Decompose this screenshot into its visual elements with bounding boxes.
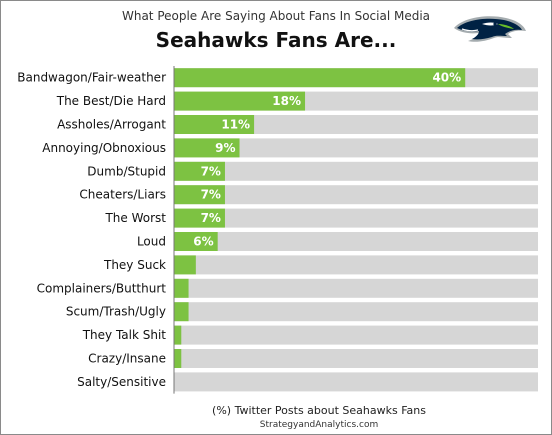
bar-track — [174, 255, 538, 275]
bar-track — [174, 208, 538, 228]
bar — [174, 138, 240, 158]
data-label: 11% — [221, 118, 250, 132]
category-label: Dumb/Stupid — [87, 164, 166, 178]
category-label: Salty/Sensitive — [77, 375, 166, 389]
bar-track — [174, 325, 538, 345]
category-label: They Talk Shit — [82, 328, 167, 342]
bar — [174, 278, 189, 298]
data-label: 9% — [215, 141, 235, 155]
category-label: They Suck — [103, 258, 166, 272]
bar-track — [174, 349, 538, 368]
data-label: 7% — [201, 164, 221, 178]
category-label: Crazy/Insane — [88, 352, 166, 366]
bar — [174, 185, 225, 205]
category-label: Loud — [137, 235, 166, 249]
bar-track — [174, 232, 538, 251]
data-label: 40% — [432, 71, 461, 85]
category-label: The Worst — [104, 211, 166, 225]
category-label: The Best/Die Hard — [56, 94, 166, 108]
x-axis-label: (%) Twitter Posts about Seahawks Fans — [212, 404, 426, 417]
bar — [174, 255, 196, 275]
category-label: Bandwagon/Fair-weather — [17, 71, 166, 85]
chart-title: Seahawks Fans Are... — [155, 28, 397, 52]
data-label: 7% — [201, 188, 221, 202]
bar — [174, 325, 182, 345]
bar — [174, 208, 225, 228]
source-credit: StrategyandAnalytics.com — [259, 420, 379, 430]
data-label: 7% — [201, 211, 221, 225]
data-label: 18% — [272, 94, 301, 108]
bar-track — [174, 372, 538, 392]
bar — [174, 68, 466, 88]
seahawks-logo-icon — [452, 14, 528, 52]
category-label: Annoying/Obnoxious — [42, 141, 166, 155]
bar — [174, 349, 182, 368]
category-label: Assholes/Arrogant — [57, 118, 166, 132]
bar — [174, 161, 225, 181]
category-label: Scum/Trash/Ugly — [66, 305, 166, 319]
category-label: Cheaters/Liars — [79, 188, 166, 202]
bar-track — [174, 302, 538, 322]
bar — [174, 302, 189, 322]
bar-track — [174, 185, 538, 205]
bar — [174, 91, 306, 111]
category-label: Complainers/Butthurt — [37, 281, 167, 295]
chart-subtitle: What People Are Saying About Fans In Soc… — [121, 9, 431, 23]
bar-track — [174, 161, 538, 181]
bar-track — [174, 138, 538, 158]
bar — [174, 115, 255, 134]
bar-track — [174, 115, 538, 134]
bar-track — [174, 278, 538, 298]
data-label: 6% — [193, 235, 213, 249]
bar — [174, 232, 218, 251]
